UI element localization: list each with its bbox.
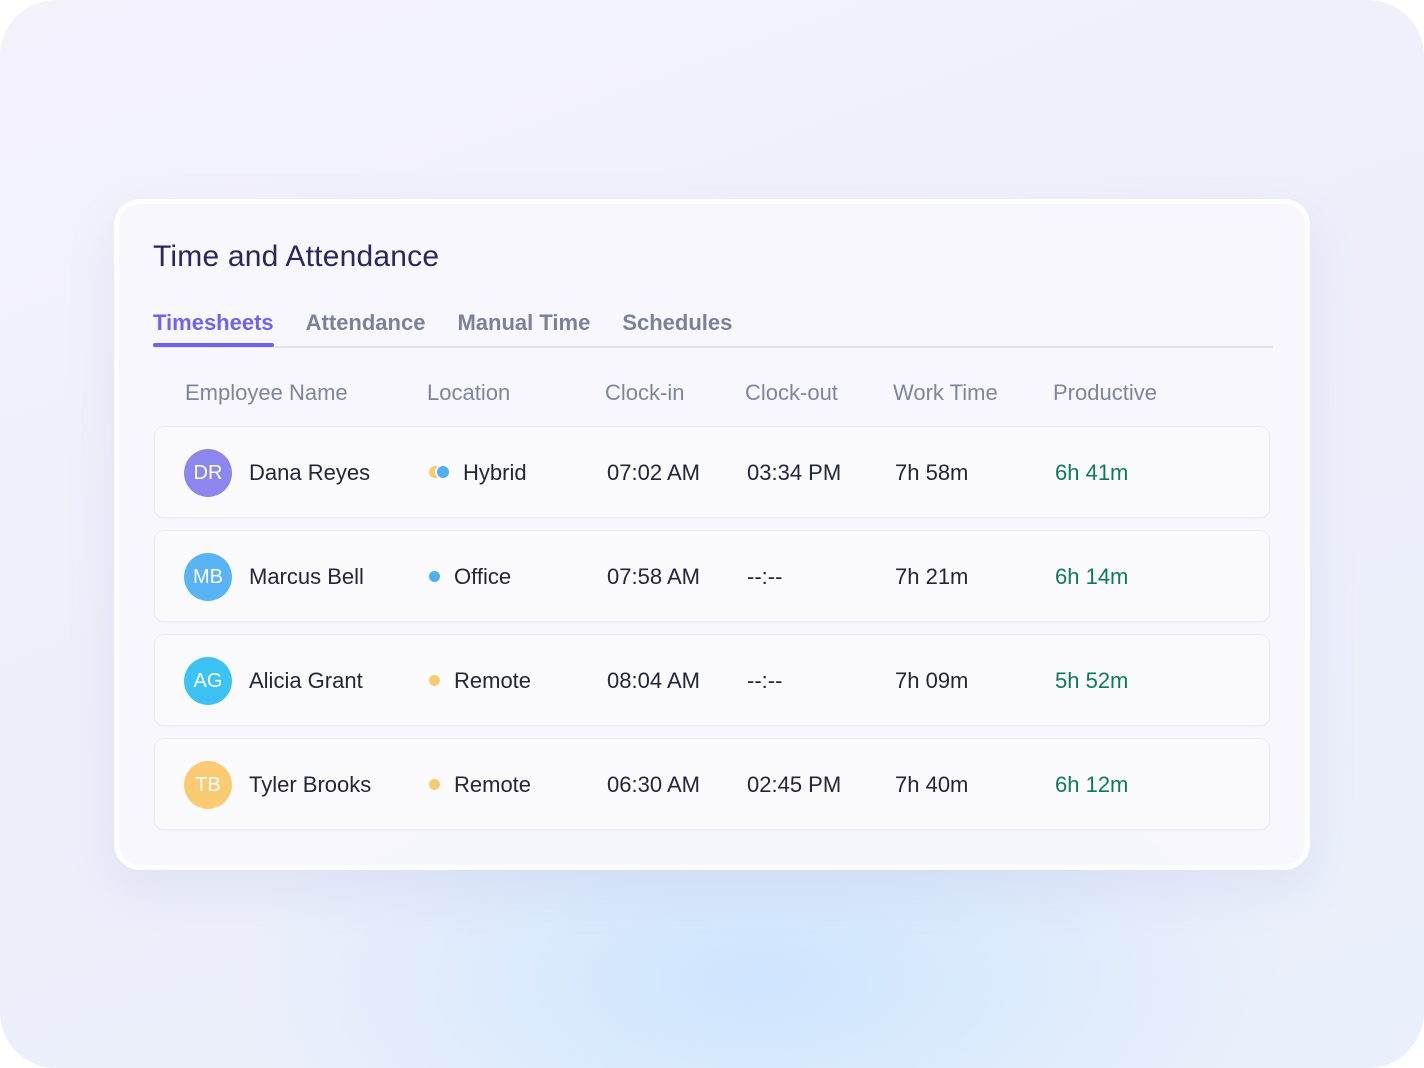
tab-manual-time[interactable]: Manual Time	[457, 310, 591, 335]
table-row[interactable]: MB Marcus Bell Office 07:58 AM --:-- 7h …	[154, 530, 1270, 622]
work-time: 7h 58m	[895, 460, 969, 485]
tab-attendance[interactable]: Attendance	[305, 310, 426, 335]
location-cell: Office	[429, 531, 511, 623]
column-header-clock-out: Clock-out	[745, 380, 838, 405]
clock-in-time: 08:04 AM	[607, 668, 700, 693]
table-row[interactable]: AG Alicia Grant Remote 08:04 AM --:-- 7h…	[154, 634, 1270, 726]
clock-in-time: 06:30 AM	[607, 772, 700, 797]
hybrid-dot-icon	[429, 466, 449, 479]
clock-out-time: 02:45 PM	[747, 772, 842, 797]
productive-time: 6h 14m	[1055, 564, 1129, 589]
time-attendance-card: Time and Attendance Timesheets Attendanc…	[114, 199, 1310, 870]
tab-bar: Timesheets Attendance Manual Time Schedu…	[153, 301, 1273, 348]
avatar: TB	[184, 761, 232, 809]
location-cell: Hybrid	[429, 427, 527, 519]
tab-timesheets[interactable]: Timesheets	[153, 301, 274, 347]
work-time: 7h 40m	[895, 772, 969, 797]
location-cell: Remote	[429, 635, 531, 727]
clock-out-time: --:--	[747, 564, 783, 589]
employee-name: Tyler Brooks	[249, 772, 372, 797]
avatar: AG	[184, 657, 232, 705]
column-header-work-time: Work Time	[893, 380, 998, 405]
column-header-location: Location	[427, 380, 511, 405]
productive-time: 5h 52m	[1055, 668, 1129, 693]
location-cell: Remote	[429, 739, 531, 831]
office-dot-icon	[429, 570, 440, 582]
productive-time: 6h 12m	[1055, 772, 1129, 797]
work-time: 7h 21m	[895, 564, 969, 589]
clock-in-time: 07:02 AM	[607, 460, 700, 485]
clock-in-time: 07:58 AM	[607, 564, 700, 589]
work-time: 7h 09m	[895, 668, 969, 693]
location-label: Remote	[454, 668, 532, 693]
location-label: Hybrid	[463, 460, 527, 485]
remote-dot-icon	[429, 674, 440, 686]
column-header-productive: Productive	[1053, 380, 1157, 405]
location-label: Remote	[454, 772, 532, 797]
avatar: DR	[184, 449, 232, 497]
employee-name: Marcus Bell	[249, 564, 364, 589]
table-row[interactable]: DR Dana Reyes Hybrid 07:02 AM 03:34 PM 7…	[154, 426, 1270, 518]
clock-out-time: 03:34 PM	[747, 460, 842, 485]
employee-name: Alicia Grant	[249, 668, 363, 693]
table-row[interactable]: TB Tyler Brooks Remote 06:30 AM 02:45 PM…	[154, 738, 1270, 830]
page-title: Time and Attendance	[153, 240, 440, 273]
table-header: Employee Name Location Clock-in Clock-ou…	[153, 380, 1273, 412]
remote-dot-icon	[429, 778, 440, 790]
avatar: MB	[184, 553, 232, 601]
productive-time: 6h 41m	[1055, 460, 1129, 485]
clock-out-time: --:--	[747, 668, 783, 693]
column-header-employee-name: Employee Name	[185, 380, 348, 405]
column-header-clock-in: Clock-in	[605, 380, 685, 405]
employee-name: Dana Reyes	[249, 460, 371, 485]
tab-schedules[interactable]: Schedules	[622, 310, 733, 335]
location-label: Office	[454, 564, 512, 589]
